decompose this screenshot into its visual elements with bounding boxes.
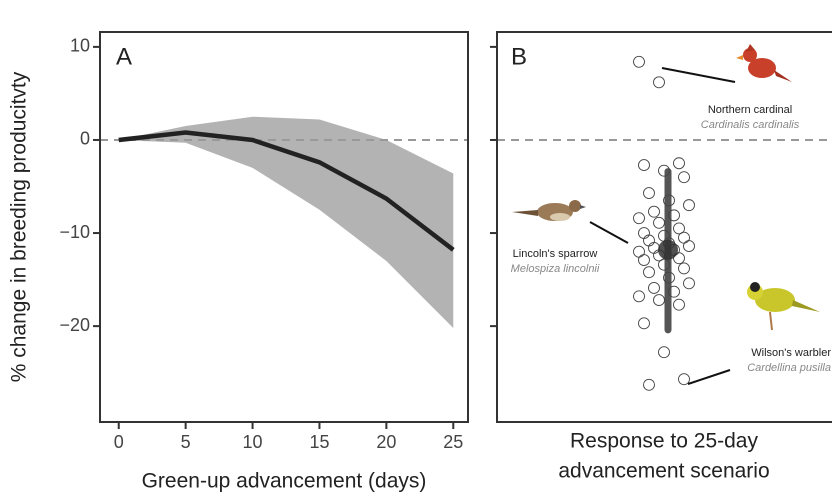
data-point	[658, 258, 670, 271]
leader-line	[589, 221, 629, 244]
data-point	[648, 205, 660, 218]
data-point	[633, 55, 645, 68]
data-point	[678, 262, 690, 275]
data-point	[653, 216, 665, 229]
data-point	[683, 199, 695, 212]
data-point	[638, 227, 650, 240]
x-tick-label: 25	[443, 432, 463, 452]
y-tick-label: −20	[59, 315, 90, 335]
y-tick-label: 0	[80, 129, 90, 149]
data-point	[683, 240, 695, 253]
leader-line	[661, 67, 736, 83]
data-point	[658, 164, 670, 177]
species-scientific-name: Melospiza lincolnii	[511, 263, 600, 275]
data-point	[643, 266, 655, 279]
data-point	[663, 194, 675, 207]
data-point	[633, 212, 645, 225]
species-common-name: Wilson's warbler	[751, 347, 831, 359]
data-point	[668, 285, 680, 298]
plots: 10 0 −10 −20 0 5 10 15 20 25 A Green-up advancement…	[8, 31, 832, 493]
warbler-illustration	[747, 282, 820, 331]
data-point	[633, 290, 645, 303]
plot-frame	[99, 31, 469, 423]
data-point	[678, 373, 690, 386]
data-point	[673, 157, 685, 170]
panel-label: A	[116, 43, 132, 70]
species-scientific-name: Cardellina pusilla	[747, 362, 831, 374]
fitted-line	[118, 130, 455, 252]
x-tick-label: 0	[114, 432, 124, 452]
data-point	[648, 282, 660, 294]
x-axis-label: advancement scenario	[558, 460, 769, 483]
data-point	[673, 298, 685, 311]
data-point	[638, 254, 650, 266]
data-point	[633, 245, 645, 258]
cardinal-illustration	[736, 44, 792, 82]
species-common-name: Northern cardinal	[708, 104, 792, 116]
data-point	[643, 378, 655, 391]
x-axis-label: Response to 25-day	[570, 430, 758, 453]
data-point	[658, 346, 670, 359]
x-tick-label: 15	[309, 432, 329, 452]
y-tick-label: 10	[70, 36, 90, 56]
y-axis-label: % change in breeding producitvty	[8, 71, 31, 382]
data-point	[653, 76, 665, 89]
data-point	[678, 231, 690, 244]
confidence-band	[118, 116, 454, 328]
sparrow-illustration	[512, 200, 586, 221]
data-point	[673, 252, 685, 265]
leader-line	[687, 369, 731, 385]
data-point	[668, 209, 680, 222]
x-tick-label: 10	[243, 432, 263, 452]
x-axis-label: Green-up advancement (days)	[142, 470, 427, 493]
plot-frame	[496, 31, 832, 423]
data-point	[638, 317, 650, 330]
data-point	[648, 241, 660, 254]
data-point	[653, 294, 665, 307]
data-point	[678, 171, 690, 184]
x-tick-label: 5	[181, 432, 191, 452]
mean-point	[658, 239, 678, 260]
species-scientific-name: Cardinalis cardinalis	[701, 119, 800, 131]
x-tick-label: 20	[376, 432, 396, 452]
panel-label: B	[511, 43, 527, 70]
data-point	[643, 187, 655, 199]
data-point	[673, 222, 685, 235]
y-tick-label: −10	[59, 222, 90, 242]
data-point	[643, 234, 655, 247]
data-point	[683, 277, 695, 290]
species-common-name: Lincoln's sparrow	[513, 248, 598, 260]
data-point	[663, 271, 675, 284]
data-point	[638, 159, 650, 172]
